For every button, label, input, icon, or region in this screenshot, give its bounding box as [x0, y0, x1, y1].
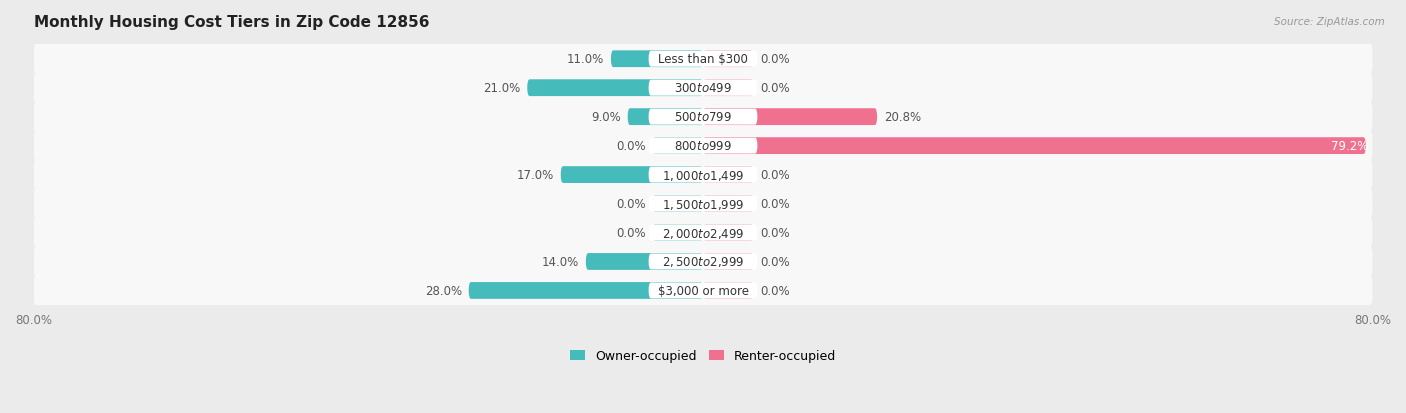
- Text: 21.0%: 21.0%: [484, 82, 520, 95]
- FancyBboxPatch shape: [612, 51, 703, 68]
- FancyBboxPatch shape: [527, 80, 703, 97]
- Text: Source: ZipAtlas.com: Source: ZipAtlas.com: [1274, 17, 1385, 26]
- Text: 0.0%: 0.0%: [759, 284, 790, 297]
- Text: $1,000 to $1,499: $1,000 to $1,499: [662, 168, 744, 182]
- FancyBboxPatch shape: [703, 167, 754, 183]
- Text: 11.0%: 11.0%: [567, 53, 605, 66]
- Text: 0.0%: 0.0%: [759, 255, 790, 268]
- FancyBboxPatch shape: [34, 247, 1372, 277]
- FancyBboxPatch shape: [648, 138, 758, 154]
- FancyBboxPatch shape: [34, 160, 1372, 190]
- FancyBboxPatch shape: [648, 254, 758, 270]
- Text: Less than $300: Less than $300: [658, 53, 748, 66]
- FancyBboxPatch shape: [648, 196, 758, 212]
- FancyBboxPatch shape: [648, 225, 758, 241]
- Text: 0.0%: 0.0%: [759, 197, 790, 211]
- Text: 28.0%: 28.0%: [425, 284, 463, 297]
- Text: 0.0%: 0.0%: [616, 226, 647, 240]
- FancyBboxPatch shape: [34, 276, 1372, 306]
- FancyBboxPatch shape: [34, 74, 1372, 103]
- FancyBboxPatch shape: [703, 109, 877, 126]
- FancyBboxPatch shape: [652, 196, 703, 212]
- Text: 17.0%: 17.0%: [517, 169, 554, 182]
- FancyBboxPatch shape: [586, 254, 703, 270]
- FancyBboxPatch shape: [652, 138, 703, 154]
- Text: 79.2%: 79.2%: [1331, 140, 1368, 153]
- FancyBboxPatch shape: [703, 51, 754, 68]
- FancyBboxPatch shape: [703, 282, 754, 299]
- FancyBboxPatch shape: [34, 131, 1372, 161]
- FancyBboxPatch shape: [703, 80, 754, 97]
- FancyBboxPatch shape: [652, 225, 703, 241]
- Text: $3,000 or more: $3,000 or more: [658, 284, 748, 297]
- FancyBboxPatch shape: [34, 189, 1372, 219]
- Text: $2,000 to $2,499: $2,000 to $2,499: [662, 226, 744, 240]
- FancyBboxPatch shape: [648, 52, 758, 68]
- Legend: Owner-occupied, Renter-occupied: Owner-occupied, Renter-occupied: [569, 349, 837, 363]
- Text: Monthly Housing Cost Tiers in Zip Code 12856: Monthly Housing Cost Tiers in Zip Code 1…: [34, 15, 429, 30]
- FancyBboxPatch shape: [34, 102, 1372, 132]
- Text: 0.0%: 0.0%: [616, 140, 647, 153]
- Text: 0.0%: 0.0%: [759, 226, 790, 240]
- FancyBboxPatch shape: [648, 283, 758, 299]
- Text: $500 to $799: $500 to $799: [673, 111, 733, 124]
- Text: 20.8%: 20.8%: [884, 111, 921, 124]
- FancyBboxPatch shape: [648, 109, 758, 125]
- FancyBboxPatch shape: [561, 167, 703, 183]
- FancyBboxPatch shape: [703, 254, 754, 270]
- FancyBboxPatch shape: [468, 282, 703, 299]
- Text: 0.0%: 0.0%: [759, 53, 790, 66]
- Text: 14.0%: 14.0%: [541, 255, 579, 268]
- FancyBboxPatch shape: [34, 218, 1372, 248]
- Text: $1,500 to $1,999: $1,500 to $1,999: [662, 197, 744, 211]
- FancyBboxPatch shape: [34, 45, 1372, 74]
- Text: $800 to $999: $800 to $999: [673, 140, 733, 153]
- Text: $2,500 to $2,999: $2,500 to $2,999: [662, 255, 744, 269]
- FancyBboxPatch shape: [648, 167, 758, 183]
- FancyBboxPatch shape: [703, 225, 754, 241]
- Text: 9.0%: 9.0%: [592, 111, 621, 124]
- FancyBboxPatch shape: [648, 81, 758, 96]
- Text: $300 to $499: $300 to $499: [673, 82, 733, 95]
- Text: 0.0%: 0.0%: [759, 82, 790, 95]
- FancyBboxPatch shape: [627, 109, 703, 126]
- Text: 0.0%: 0.0%: [616, 197, 647, 211]
- FancyBboxPatch shape: [703, 138, 1365, 154]
- Text: 0.0%: 0.0%: [759, 169, 790, 182]
- FancyBboxPatch shape: [703, 196, 754, 212]
